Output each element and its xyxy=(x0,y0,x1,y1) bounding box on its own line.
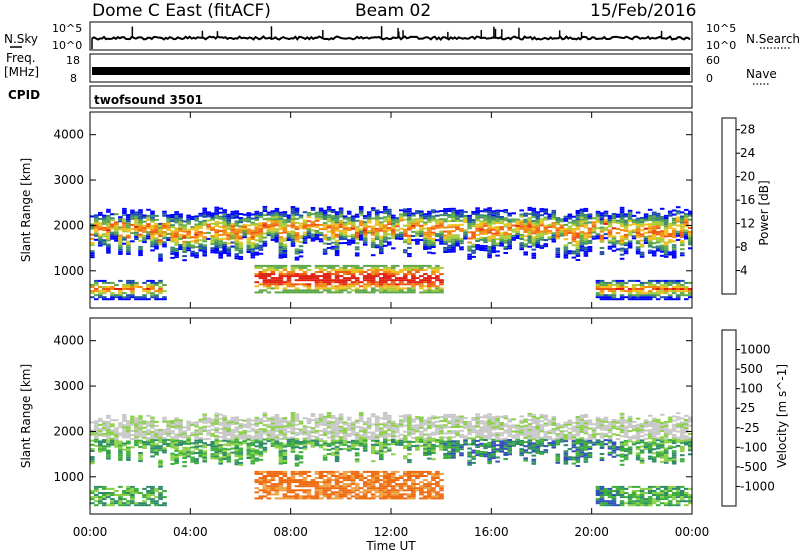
power-ylabel: Slant Range [km] xyxy=(19,158,33,262)
power-colorbar-tick: 24 xyxy=(740,146,755,160)
time-tick-label: 00:00 xyxy=(675,525,710,539)
freq-label-1: Freq. xyxy=(6,51,36,65)
power-axes: 1000 2000 3000 4000 xyxy=(53,128,692,278)
time-axis-ticks: 00:00 04:00 08:00 12:00 16:00 20:00 00:00 xyxy=(73,112,710,539)
range-tick-label: 4000 xyxy=(53,334,84,348)
nave-axis-top: 60 xyxy=(706,54,720,67)
beam-title: Beam 02 xyxy=(355,1,431,21)
nsearch-axis-bottom: 10^0 xyxy=(706,39,736,52)
station-title: Dome C East (fitACF) xyxy=(92,1,271,21)
power-colorbar: 4 8 12 16 20 24 28 xyxy=(721,117,755,295)
range-tick-label: 3000 xyxy=(53,173,84,187)
cpid-text: twofsound 3501 xyxy=(94,93,203,107)
range-tick-label: 3000 xyxy=(53,379,84,393)
velocity-colorbar-tick: -1000 xyxy=(740,479,775,493)
time-tick-label: 12:00 xyxy=(374,525,409,539)
power-colorbar-tick: 8 xyxy=(740,240,748,254)
noise-axis-top: 10^5 xyxy=(52,22,82,35)
velocity-colorbar-tick: 1000 xyxy=(740,343,771,357)
noise-axis-bottom: 10^0 xyxy=(52,39,82,52)
velocity-colorbar-tick: 25 xyxy=(740,401,755,415)
power-heatmap-cells xyxy=(90,205,693,301)
cpid-panel-frame xyxy=(89,85,693,109)
range-tick-label: 2000 xyxy=(53,218,84,232)
freq-panel-frame xyxy=(89,53,693,83)
freq-axis-top: 18 xyxy=(66,54,80,67)
power-colorbar-tick: 4 xyxy=(740,264,748,278)
freq-label-2: [MHz] xyxy=(4,65,39,79)
range-tick-label: 1000 xyxy=(53,470,84,484)
nsearch-label: N.Search xyxy=(746,32,800,46)
nave-axis-bottom: 0 xyxy=(706,72,713,85)
freq-trace xyxy=(92,67,690,75)
velocity-colorbar-tick: -500 xyxy=(740,460,767,474)
power-colorbar-tick: 20 xyxy=(740,170,755,184)
time-tick-label: 16:00 xyxy=(474,525,509,539)
range-tick-label: 1000 xyxy=(53,264,84,278)
time-tick-label: 00:00 xyxy=(73,525,108,539)
time-tick-label: 04:00 xyxy=(173,525,208,539)
cpid-label: CPID xyxy=(8,88,40,102)
power-colorbar-label: Power [dB] xyxy=(757,180,771,245)
velocity-colorbar-label: Velocity [m s^-1] xyxy=(775,364,789,468)
nave-label: Nave xyxy=(746,67,777,81)
nsky-label: N.Sky xyxy=(4,32,38,46)
freq-axis-bottom: 8 xyxy=(70,72,77,85)
velocity-ylabel: Slant Range [km] xyxy=(19,364,33,468)
velocity-colorbar-tick: -25 xyxy=(740,421,760,435)
velocity-colorbar-tick: -100 xyxy=(740,440,767,454)
time-tick-label: 08:00 xyxy=(273,525,308,539)
velocity-colorbar-tick: 500 xyxy=(740,362,763,376)
velocity-colorbar-tick: 100 xyxy=(740,382,763,396)
time-tick-label: 20:00 xyxy=(574,525,609,539)
power-colorbar-tick: 12 xyxy=(740,217,755,231)
velocity-colorbar: 1000 500 100 25 -25 -100 -500 -1000 xyxy=(721,329,775,507)
power-colorbar-tick: 28 xyxy=(740,123,755,137)
range-tick-label: 4000 xyxy=(53,128,84,142)
noise-panel-frame xyxy=(89,21,693,51)
noise-trace xyxy=(91,26,691,49)
time-axis-label: Time UT xyxy=(365,539,416,553)
date-title: 15/Feb/2016 xyxy=(590,1,696,21)
velocity-heatmap-cells xyxy=(90,411,693,507)
nsearch-axis-top: 10^5 xyxy=(706,22,736,35)
range-tick-label: 2000 xyxy=(53,424,84,438)
velocity-axes: 1000 2000 3000 4000 xyxy=(53,334,692,484)
power-colorbar-tick: 16 xyxy=(740,193,755,207)
